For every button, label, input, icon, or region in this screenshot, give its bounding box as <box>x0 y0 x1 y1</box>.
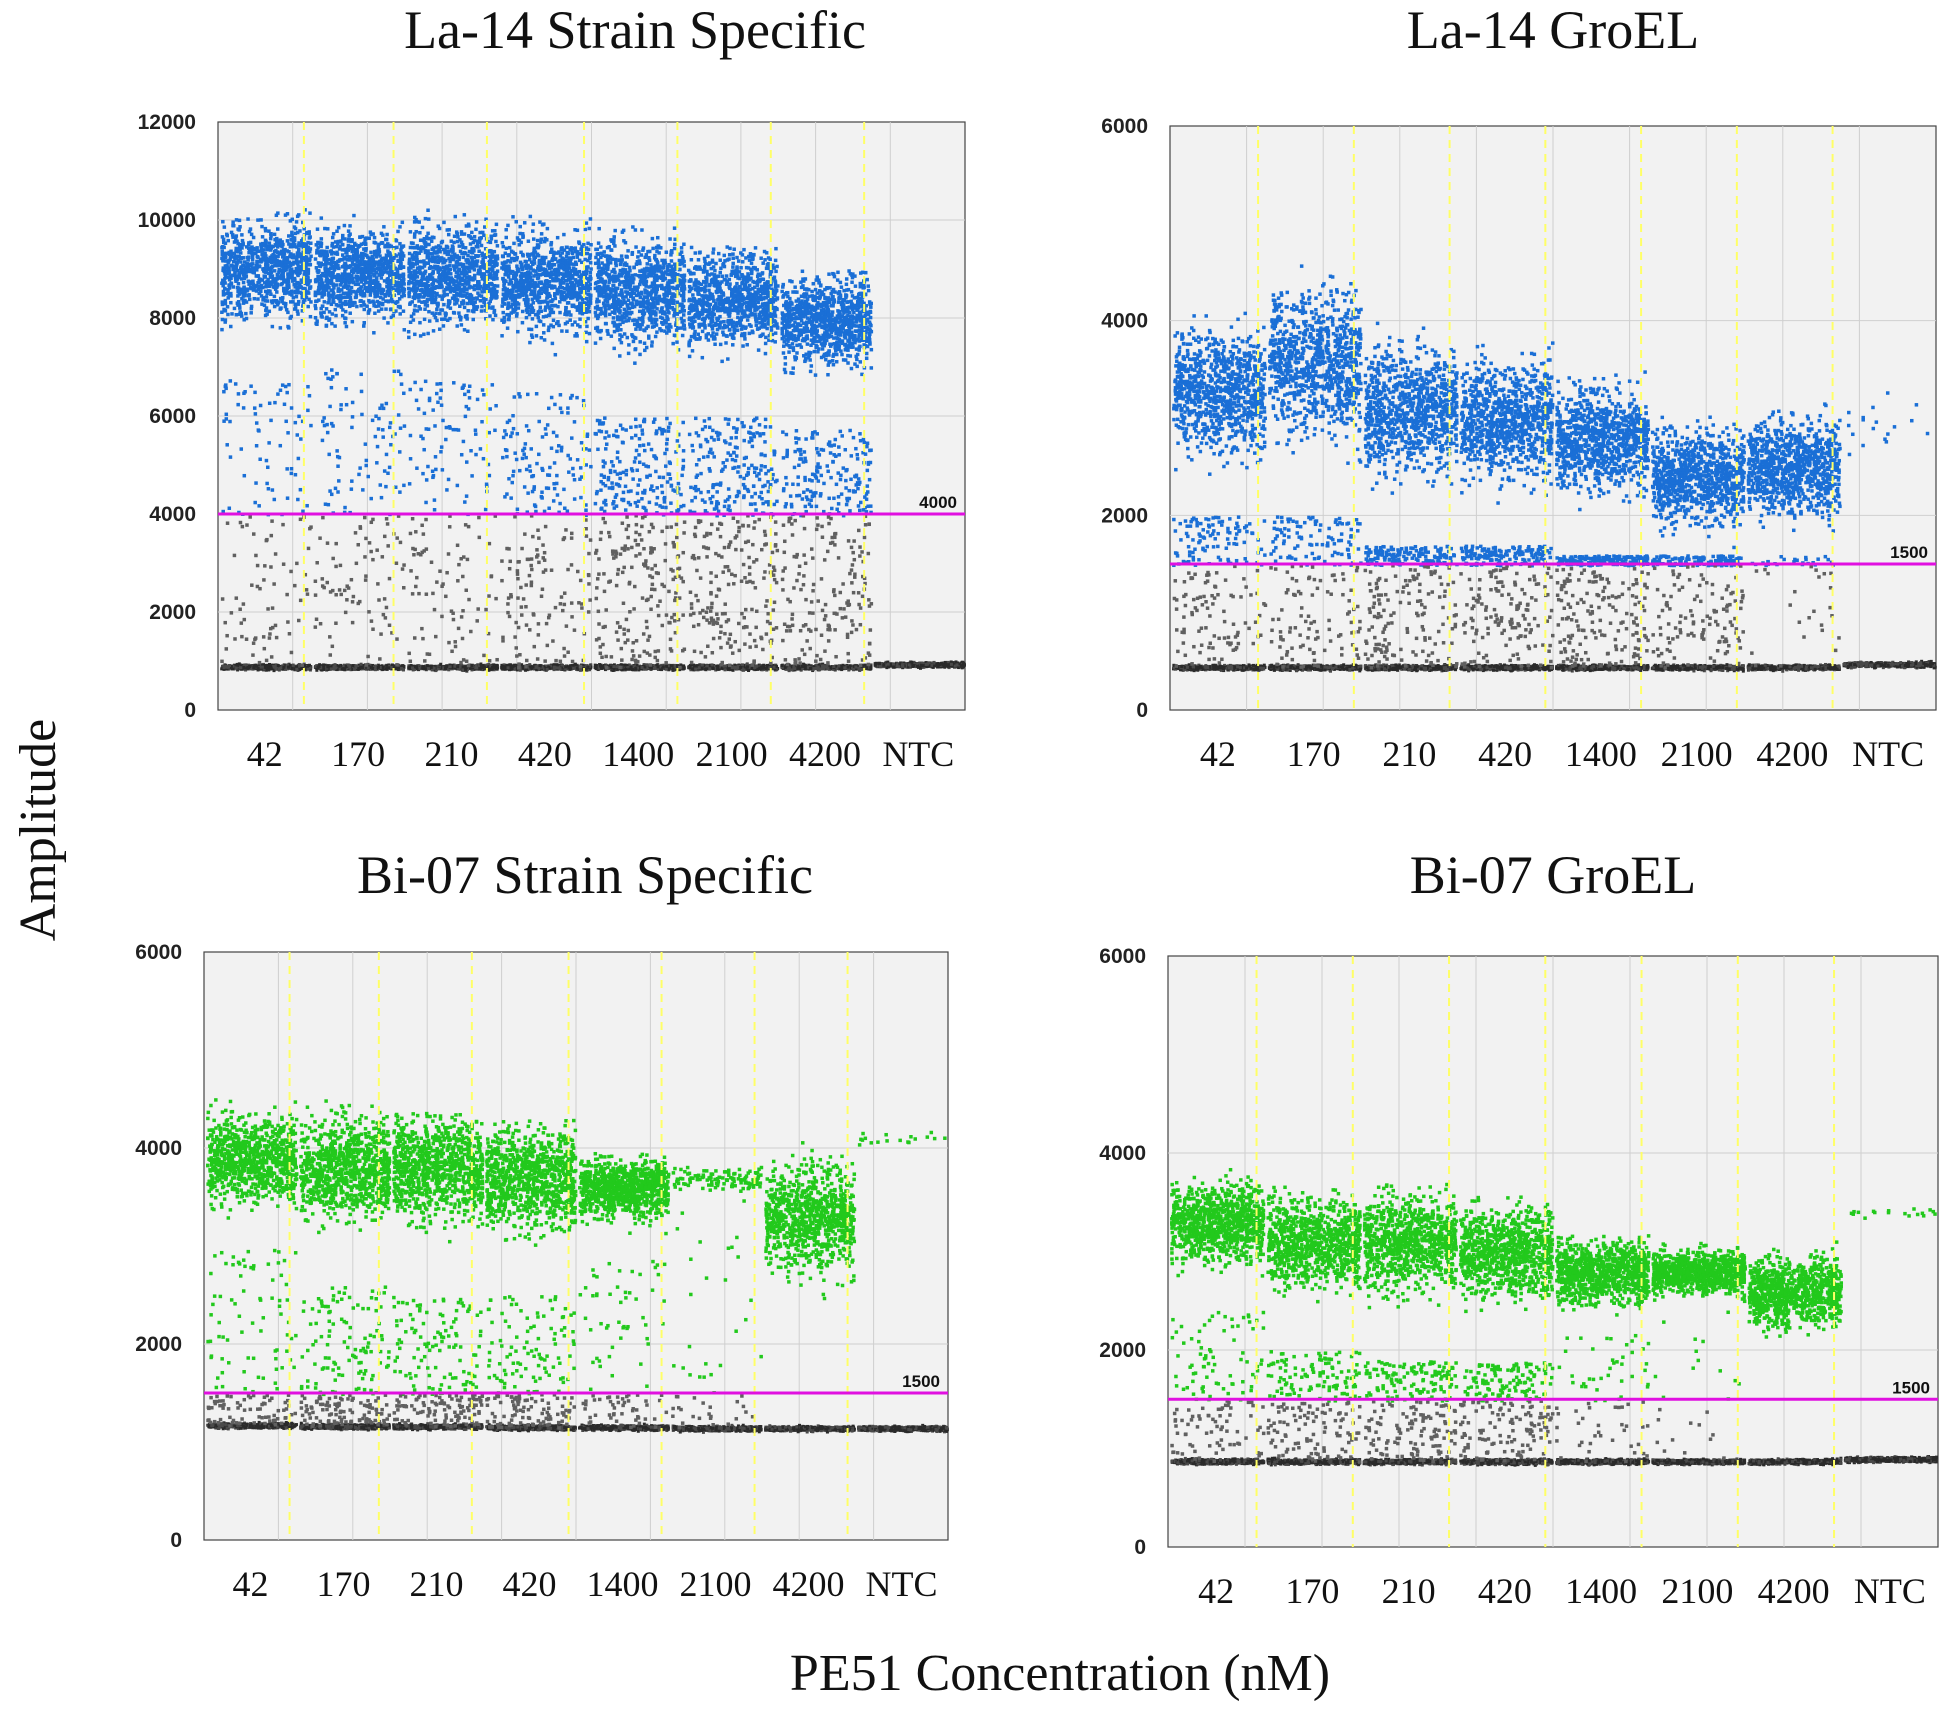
y-tick-label: 0 <box>184 699 196 722</box>
droplet-positive <box>275 290 279 294</box>
droplet-negative <box>242 666 245 669</box>
figure: Amplitude PE51 Concentration (nM) La-14 … <box>0 0 1952 1715</box>
chart-title: La-14 Strain Specific <box>404 0 866 60</box>
droplet-negative <box>252 666 255 669</box>
y-tick-label: 10000 <box>138 209 196 232</box>
panel-la14-strain: La-14 Strain Specific 0 2000 4000 6000 8000 10… <box>138 0 966 774</box>
droplet-negative <box>224 665 227 668</box>
droplet-negative <box>267 668 270 671</box>
droplet-negative <box>256 667 259 670</box>
droplet-negative <box>307 664 310 667</box>
droplet-positive <box>253 297 256 301</box>
droplet-negative <box>291 668 294 671</box>
droplet-positive <box>309 315 313 319</box>
y-tick-label: 6000 <box>149 405 196 428</box>
droplet-negative <box>287 666 290 669</box>
droplet-positive <box>232 285 236 289</box>
y-tick-label: 4000 <box>149 503 196 526</box>
droplet-negative <box>295 668 298 671</box>
droplet-positive <box>264 314 268 318</box>
droplet-negative <box>239 666 242 669</box>
droplet-negative <box>264 666 267 669</box>
y-tick-label: 12000 <box>138 111 196 134</box>
droplet-negative <box>260 666 263 669</box>
y-axis-title: Amplitude <box>10 719 67 941</box>
droplet-negative <box>235 667 238 670</box>
droplet-negative <box>282 666 285 669</box>
panels: La-14 Strain Specific 0 2000 4000 6000 8000 10… <box>135 0 1938 1611</box>
droplet-positive <box>256 297 260 301</box>
droplet-negative <box>292 664 295 667</box>
droplet-negative <box>274 667 277 670</box>
droplet-negative <box>278 668 281 671</box>
droplet-negative <box>270 667 273 670</box>
y-tick-label: 2000 <box>149 601 196 624</box>
droplet-negative <box>228 664 231 667</box>
droplet-negative <box>306 668 309 671</box>
droplet-positive <box>242 281 246 285</box>
droplet-negative <box>277 664 280 667</box>
droplet-negative <box>246 666 249 669</box>
y-tick-label: 8000 <box>149 307 196 330</box>
x-axis-title: PE51 Concentration (nM) <box>790 1645 1330 1702</box>
droplet-positive <box>287 234 291 238</box>
